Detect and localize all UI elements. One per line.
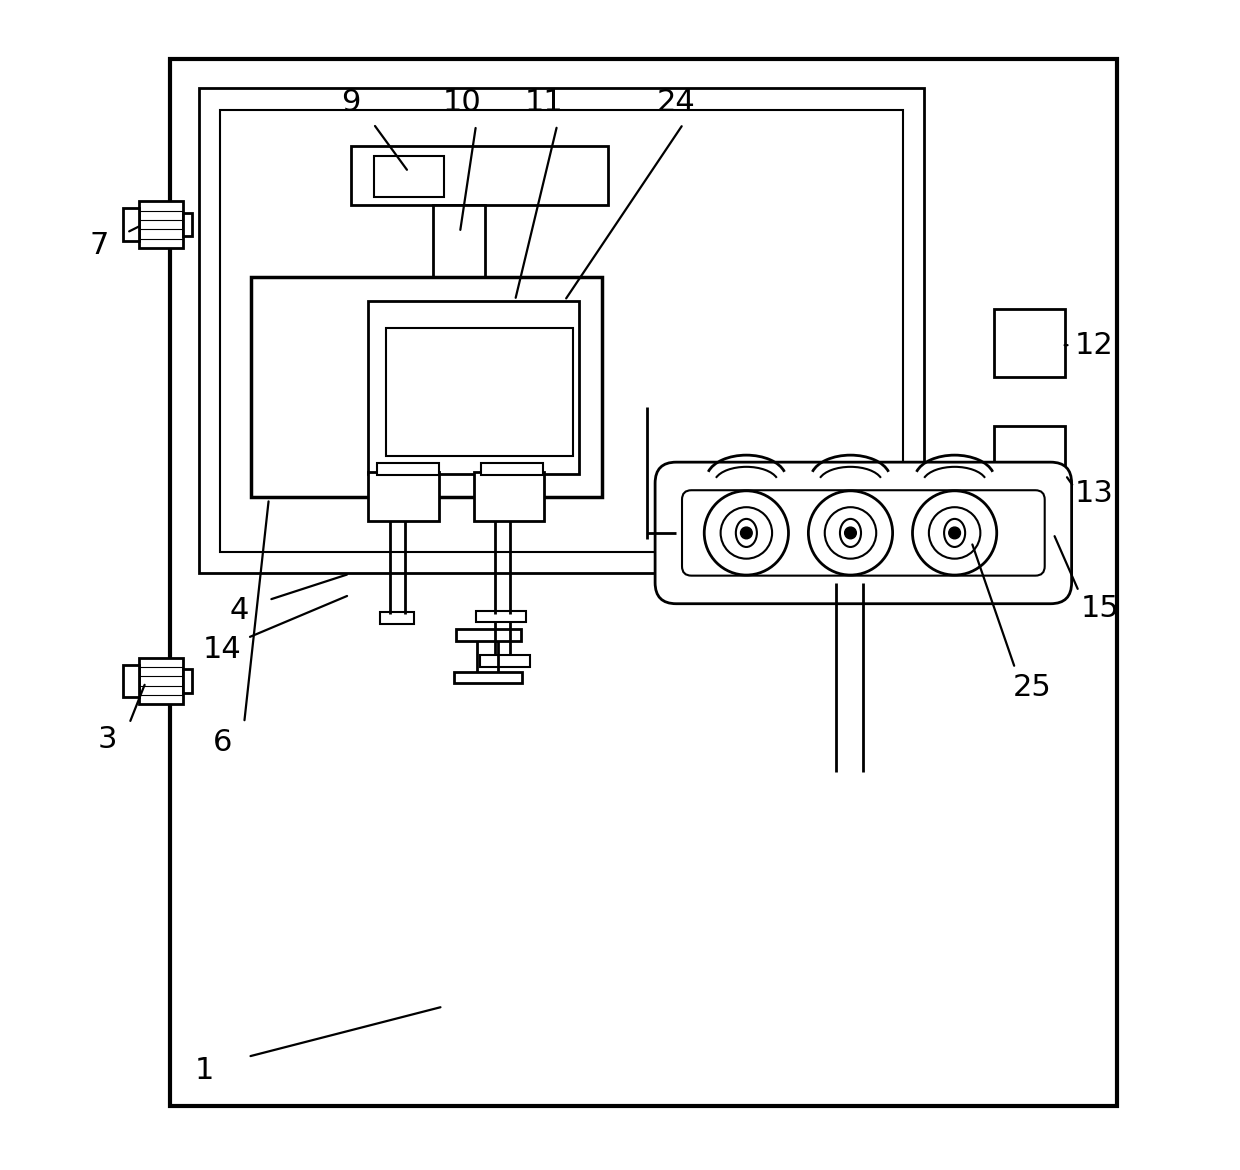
Circle shape xyxy=(844,526,857,538)
Bar xyxy=(368,301,579,474)
Text: 4: 4 xyxy=(231,597,249,625)
Circle shape xyxy=(720,508,773,559)
Bar xyxy=(184,213,192,236)
Bar xyxy=(184,669,192,693)
Text: 15: 15 xyxy=(1080,594,1118,622)
Circle shape xyxy=(929,508,981,559)
Bar xyxy=(386,328,573,456)
Circle shape xyxy=(949,526,961,538)
Bar xyxy=(474,472,544,521)
Ellipse shape xyxy=(839,519,861,548)
Bar xyxy=(381,612,414,624)
Text: 12: 12 xyxy=(1075,331,1114,359)
Text: 10: 10 xyxy=(443,89,481,117)
Bar xyxy=(433,205,485,351)
Text: 9: 9 xyxy=(341,89,361,117)
Text: 11: 11 xyxy=(525,89,563,117)
Bar xyxy=(123,208,139,241)
Circle shape xyxy=(740,526,753,538)
Bar xyxy=(219,110,903,552)
Bar xyxy=(123,665,139,697)
Bar xyxy=(481,463,543,475)
Bar xyxy=(351,146,609,205)
Text: 14: 14 xyxy=(203,635,242,663)
Bar xyxy=(377,463,439,475)
Bar xyxy=(170,58,1117,1106)
Text: 25: 25 xyxy=(1013,674,1052,702)
Bar xyxy=(139,658,184,704)
Ellipse shape xyxy=(944,519,965,548)
Text: 24: 24 xyxy=(657,89,696,117)
Circle shape xyxy=(913,491,997,576)
Text: 13: 13 xyxy=(1074,480,1114,508)
Bar xyxy=(139,201,184,248)
Bar xyxy=(198,88,924,573)
Text: 6: 6 xyxy=(212,729,232,757)
Bar xyxy=(252,277,603,497)
Bar xyxy=(374,156,444,197)
Ellipse shape xyxy=(735,519,756,548)
Bar xyxy=(444,347,475,386)
Bar xyxy=(454,672,522,683)
Circle shape xyxy=(704,491,789,576)
Bar xyxy=(994,309,1065,377)
Bar xyxy=(480,655,529,667)
FancyBboxPatch shape xyxy=(655,462,1071,604)
Bar xyxy=(476,611,527,622)
Bar xyxy=(994,426,1065,494)
Bar xyxy=(368,472,439,521)
Circle shape xyxy=(825,508,877,559)
Text: 7: 7 xyxy=(89,232,109,260)
Text: 1: 1 xyxy=(195,1057,215,1085)
Text: 3: 3 xyxy=(98,725,118,753)
FancyBboxPatch shape xyxy=(682,490,1045,576)
Bar xyxy=(456,629,521,641)
Circle shape xyxy=(808,491,893,576)
